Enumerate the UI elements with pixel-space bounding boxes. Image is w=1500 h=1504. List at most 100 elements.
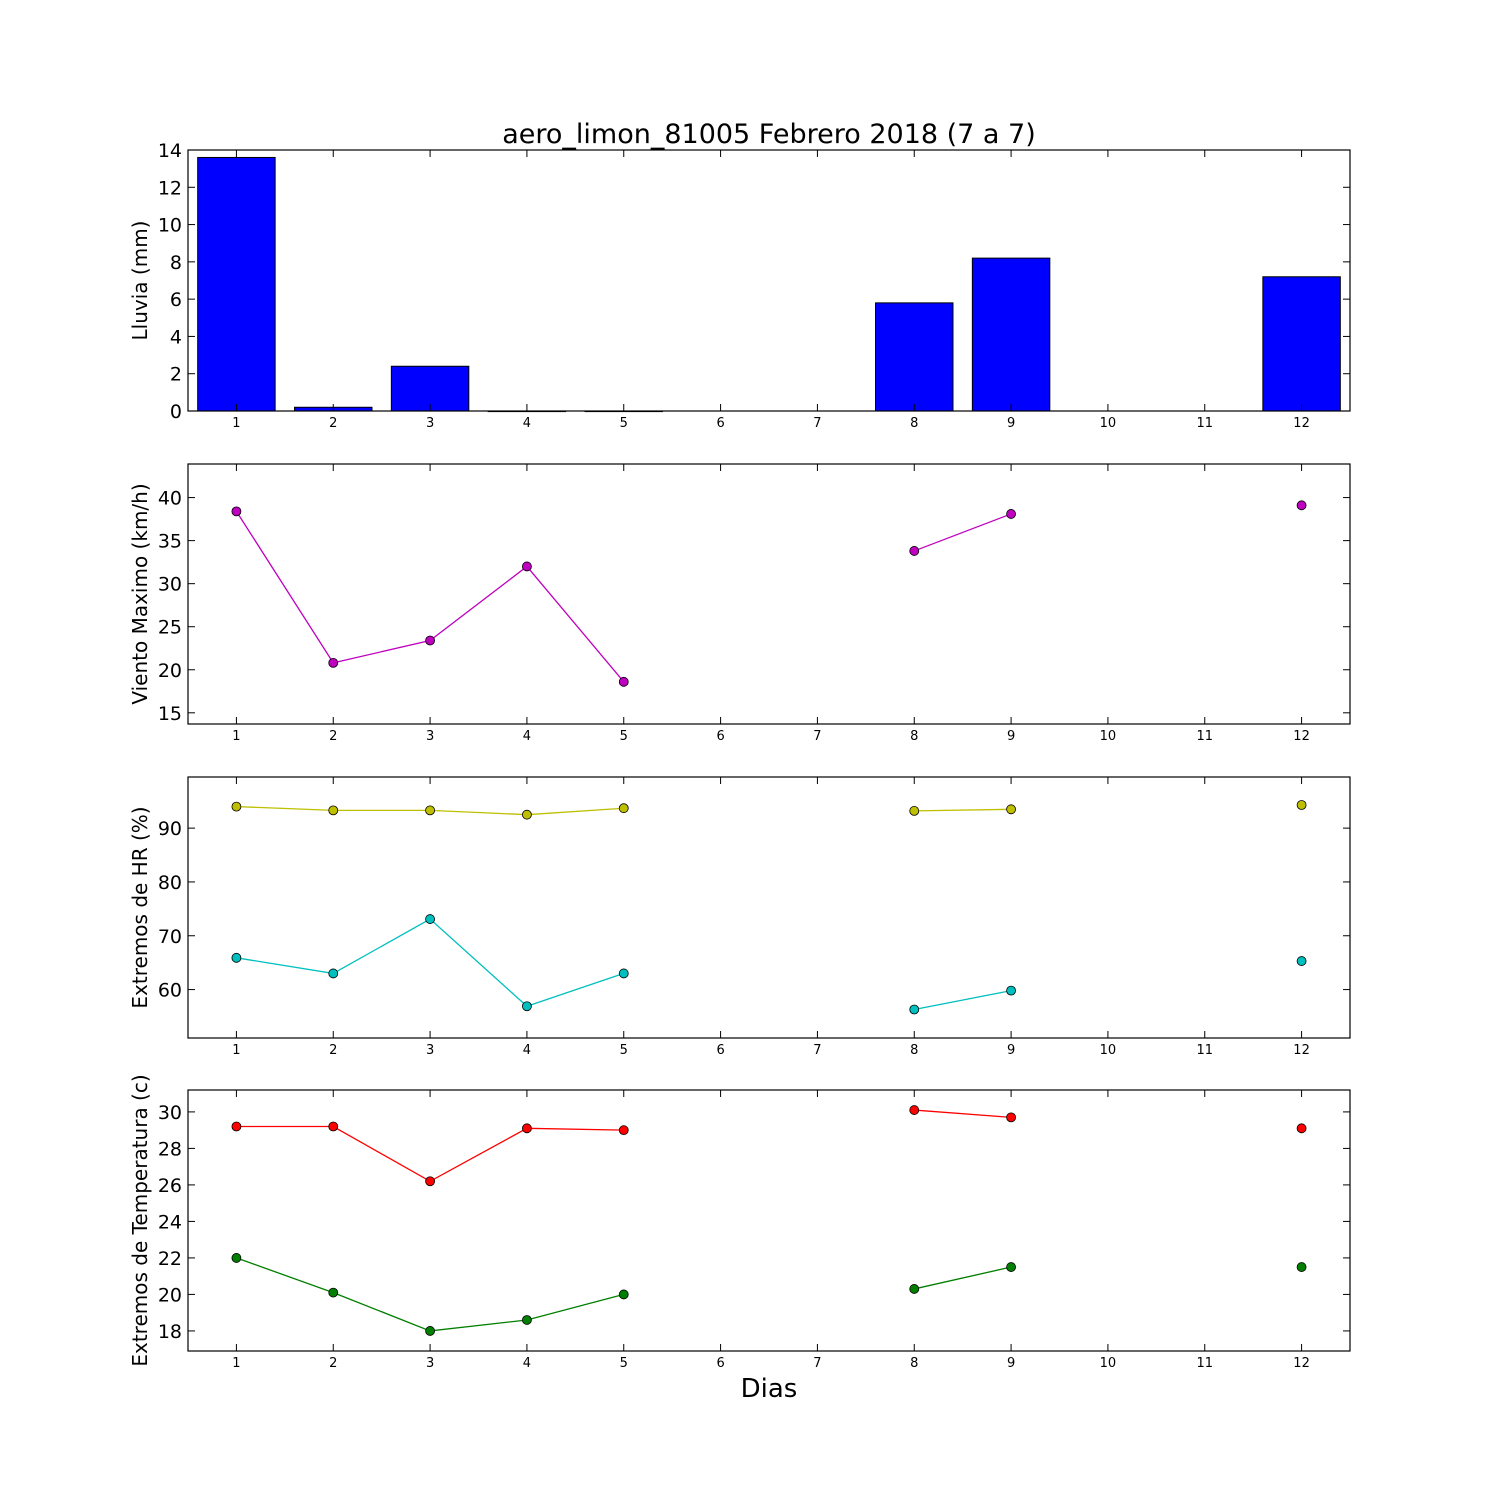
y-tick-label: 8	[170, 252, 182, 274]
y-tick-label: 60	[158, 980, 182, 1002]
series-1-line	[914, 990, 1012, 1011]
series-0-point-day-12	[1296, 800, 1307, 810]
series-1-point-day-8	[909, 1004, 920, 1015]
bar-day-9	[971, 257, 1051, 412]
y-axis-label: Extremos de Temperatura (c)	[128, 1074, 152, 1366]
bar-day-8	[875, 302, 954, 412]
series-0-point-day-1	[231, 801, 242, 812]
y-tick-label: 20	[158, 660, 182, 682]
series-1-point-day-2	[328, 968, 339, 979]
y-axis-label: Lluvia (mm)	[128, 221, 152, 341]
x-tick-label: 5	[620, 416, 628, 431]
series-0-point-day-9	[1006, 1112, 1016, 1123]
series-0-line	[914, 1109, 1012, 1119]
x-tick-label: 1	[232, 1043, 240, 1058]
y-tick-label: 18	[158, 1321, 182, 1343]
bar-day-12	[1262, 276, 1341, 412]
x-tick-label: 8	[910, 1356, 918, 1371]
series-0-point-day-3	[425, 635, 435, 646]
y-tick-label: 90	[158, 818, 182, 840]
x-tick-label: 11	[1196, 1356, 1213, 1371]
x-tick-label: 4	[523, 416, 531, 431]
series-1-point-day-8	[909, 1284, 920, 1294]
y-tick-label: 15	[158, 703, 182, 725]
x-tick-label: 9	[1007, 1356, 1015, 1371]
x-tick-label: 3	[426, 1356, 434, 1371]
x-tick-label: 5	[620, 1356, 628, 1371]
series-1-point-day-12	[1296, 1262, 1307, 1272]
series-1-point-day-4	[522, 1315, 532, 1325]
x-tick-label: 7	[813, 1043, 821, 1058]
x-tick-label: 10	[1100, 729, 1117, 744]
series-0-point-day-1	[231, 506, 242, 517]
y-tick-label: 80	[158, 872, 182, 894]
y-tick-label: 0	[170, 401, 182, 423]
x-tick-label: 11	[1196, 416, 1213, 431]
series-0-line	[914, 808, 1012, 812]
y-tick-label: 2	[170, 364, 182, 386]
x-tick-label: 7	[813, 729, 821, 744]
series-0-point-day-5	[618, 1125, 629, 1136]
y-tick-label: 70	[158, 926, 182, 948]
series-0-point-day-8	[909, 1105, 920, 1115]
x-tick-label: 9	[1007, 416, 1015, 431]
x-tick-label: 2	[329, 416, 337, 431]
x-tick-label: 6	[716, 1043, 724, 1058]
y-tick-label: 4	[170, 326, 182, 348]
series-1-point-day-2	[328, 1287, 339, 1298]
x-tick-label: 2	[329, 1043, 337, 1058]
plot-frame	[187, 463, 1351, 725]
y-tick-label: 30	[158, 574, 182, 596]
series-0-point-day-8	[909, 546, 920, 556]
x-axis-label: Dias	[741, 1374, 798, 1404]
x-tick-label: 12	[1293, 416, 1310, 431]
x-tick-label: 10	[1100, 416, 1117, 431]
x-tick-label: 9	[1007, 729, 1015, 744]
series-1-point-day-3	[425, 1326, 435, 1336]
series-1-point-day-1	[231, 952, 242, 963]
series-0-point-day-2	[328, 805, 339, 816]
x-tick-label: 6	[716, 416, 724, 431]
series-1-point-day-9	[1006, 985, 1016, 996]
series-0-point-day-3	[425, 1176, 435, 1187]
series-0-point-day-5	[618, 676, 629, 687]
series-0-point-day-2	[328, 657, 339, 668]
plot-frame	[187, 1089, 1351, 1352]
series-1-point-day-5	[618, 968, 629, 979]
y-tick-label: 26	[158, 1175, 182, 1197]
x-tick-label: 11	[1196, 1043, 1213, 1058]
series-1-line	[236, 918, 624, 1007]
series-1-line	[236, 1257, 624, 1332]
y-tick-label: 6	[170, 289, 182, 311]
x-tick-label: 8	[910, 1043, 918, 1058]
x-tick-label: 2	[329, 1356, 337, 1371]
x-tick-label: 6	[716, 729, 724, 744]
x-tick-label: 9	[1007, 1043, 1015, 1058]
series-0-point-day-5	[618, 803, 629, 814]
y-tick-label: 35	[158, 531, 182, 553]
series-0-point-day-1	[231, 1121, 242, 1132]
x-tick-label: 1	[232, 729, 240, 744]
series-1-point-day-1	[231, 1253, 242, 1263]
chart-title: aero_limon_81005 Febrero 2018 (7 a 7)	[502, 119, 1036, 150]
x-tick-label: 1	[232, 1356, 240, 1371]
series-0-point-day-4	[522, 809, 532, 820]
plot-frame	[187, 149, 1351, 412]
y-tick-label: 30	[158, 1102, 182, 1124]
series-0-point-day-12	[1296, 500, 1307, 511]
y-tick-label: 14	[158, 140, 182, 162]
x-tick-label: 8	[910, 729, 918, 744]
y-tick-label: 12	[158, 177, 182, 199]
x-tick-label: 8	[910, 416, 918, 431]
series-0-point-day-8	[909, 806, 920, 816]
x-tick-label: 12	[1293, 1043, 1310, 1058]
series-1-point-day-4	[522, 1001, 532, 1012]
series-1-point-day-3	[425, 914, 435, 924]
x-tick-label: 4	[523, 1043, 531, 1058]
y-tick-label: 40	[158, 488, 182, 510]
y-tick-label: 22	[158, 1248, 182, 1270]
x-tick-label: 12	[1293, 729, 1310, 744]
series-0-point-day-9	[1006, 509, 1016, 519]
